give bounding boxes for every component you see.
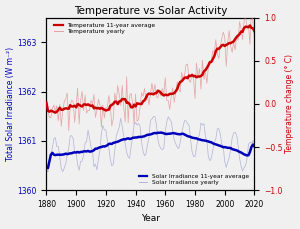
Y-axis label: Total Solar Irradiance (W m⁻²): Total Solar Irradiance (W m⁻²) [6,47,15,161]
Title: Temperature vs Solar Activity: Temperature vs Solar Activity [74,5,227,16]
X-axis label: Year: Year [141,214,160,224]
Y-axis label: Temperature change (° C): Temperature change (° C) [285,55,294,153]
Legend: Solar Irradiance 11-year average, Solar Irradiance yearly: Solar Irradiance 11-year average, Solar … [136,171,251,187]
